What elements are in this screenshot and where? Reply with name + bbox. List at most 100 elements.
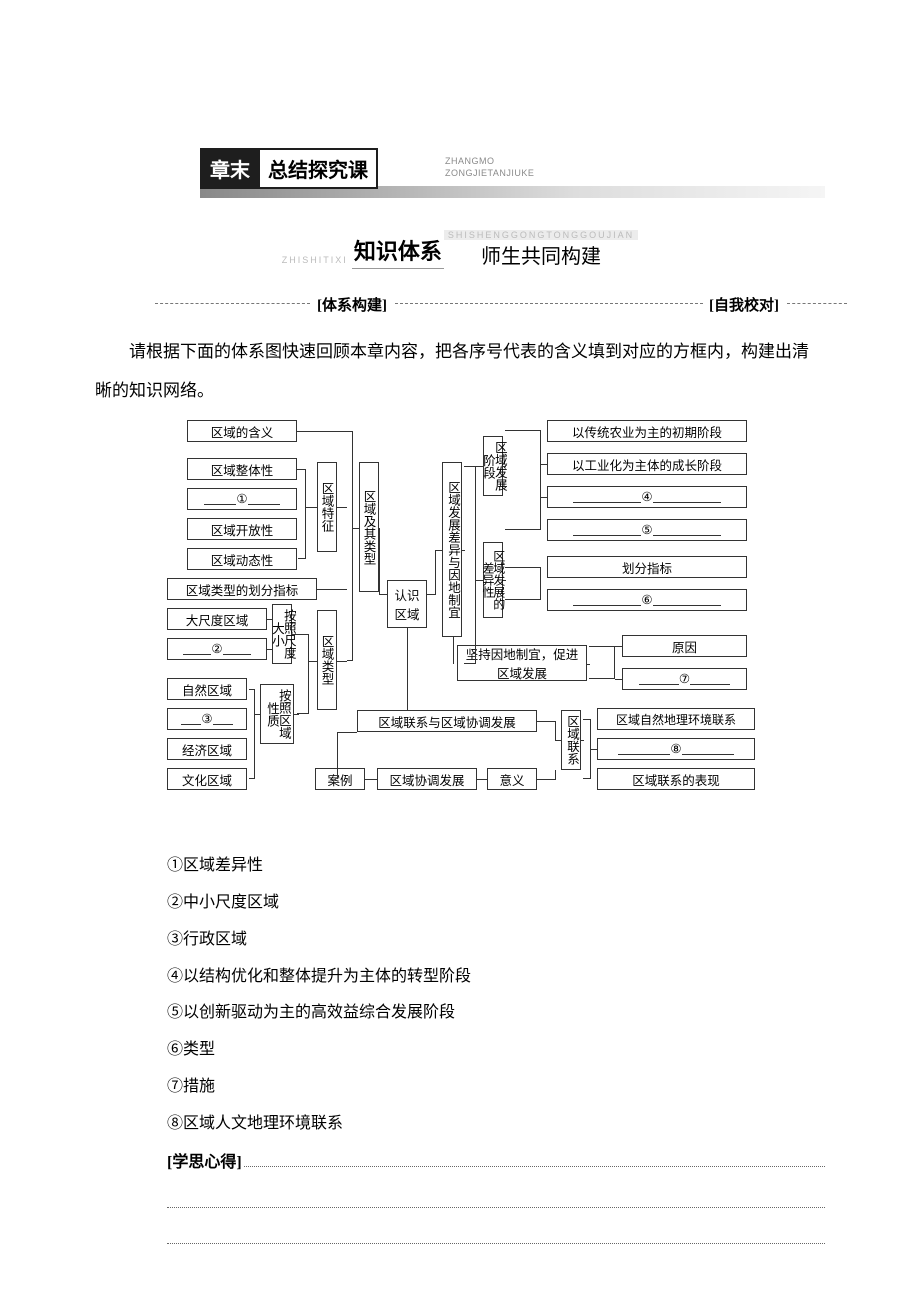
node: 区域动态性 [187,548,297,570]
vnode: 区域类型 [317,610,337,710]
bracket [583,719,591,779]
node: 意义 [487,768,537,790]
txt: ⑥ [641,592,652,608]
line [503,466,506,467]
bracket [589,646,615,679]
line [337,732,357,733]
line [476,580,483,581]
line [337,732,338,779]
line [337,661,347,662]
dashed-row: [体系构建] [自我校对] [95,294,825,312]
answer-item: ⑧区域人文地理环境联系 [167,1106,825,1143]
vnode: 区域发展差异与因地制宜 [442,462,462,637]
line [615,646,622,647]
txt: ⑦ [679,671,690,687]
line [427,594,435,595]
pinyin-line: ZONGJIETANJIUKE [445,168,534,180]
node: ④ [547,486,747,508]
txt: ⑧ [670,741,681,757]
node: 案例 [315,768,365,790]
node: ⑧ [597,738,755,760]
bracket [347,431,353,661]
notes-first-line: [学思心得] [167,1147,825,1172]
line [309,661,317,662]
pinyin-line: ZHANGMO [445,156,534,168]
bracket [297,634,309,714]
line [353,528,359,529]
bracket [249,689,255,779]
txt: ⑤ [641,522,652,538]
vnode: 区域特征 [317,462,337,552]
vnode: 区域及其类型 [359,462,379,592]
vnode: 按照尺度大小 [272,604,292,664]
notes-title: [学思心得] [167,1148,242,1172]
line [462,550,465,551]
line [337,507,347,508]
answer-item: ②中小尺度区域 [167,885,825,922]
st-right-pinyin: SHISHENGGONGTONGGOUJIAN [444,230,638,240]
node: 区域开放性 [187,518,297,540]
notes-line [244,1147,825,1167]
answer-item: ③行政区域 [167,922,825,959]
answer-item: ④以结构优化和整体提升为主体的转型阶段 [167,959,825,996]
st-right-wrap: SHISHENGGONGTONGGOUJIAN 师生共同构建 [444,230,638,269]
st-left: 知识体系 [352,234,444,269]
line [267,649,272,650]
line [541,497,547,498]
line [555,740,561,741]
section-title: ZHISHITIXI 知识体系 SHISHENGGONGTONGGOUJIAN … [95,230,825,269]
vnode: 区域联系 [561,710,581,770]
line [591,749,597,750]
txt: ③ [201,711,212,727]
line [477,779,487,780]
vnode: 按照区域性质 [260,684,294,744]
line [587,664,590,665]
center-node: 认识区域 [387,580,427,628]
txt: ④ [641,489,652,505]
node: 坚持因地制宜，促进区域发展 [457,645,587,681]
badge-white: 总结探究课 [260,148,378,189]
node: 以传统农业为主的初期阶段 [547,420,747,442]
txt: ② [211,641,222,657]
node: 区域联系的表现 [597,768,755,790]
node: 经济区域 [167,738,247,760]
dashed-line [155,303,310,304]
node: ⑦ [622,668,747,690]
node: 区域自然地理环境联系 [597,708,755,730]
line [255,714,260,715]
node: ③ [167,708,247,730]
label-left: [体系构建] [313,294,391,315]
bracket [505,430,541,530]
node: ② [167,638,267,660]
node: ① [187,488,297,510]
st-right: 师生共同构建 [477,240,605,269]
vnode: 区域发展阶段 [483,436,503,496]
vnode: 区域发展的差异性 [483,542,503,618]
answer-item: ⑦措施 [167,1069,825,1106]
line [537,779,555,780]
notes-line [167,1208,825,1244]
node: 大尺度区域 [167,608,267,630]
dashed-line [787,303,847,304]
notes-line [167,1172,825,1208]
dashed-line [395,303,703,304]
line [365,779,377,780]
line [407,628,408,710]
line [435,550,442,551]
line [615,679,622,680]
node: 原因 [622,635,747,657]
chapter-header: 章末 总结探究课 ZHANGMO ZONGJIETANJIUKE [200,150,825,200]
line [555,721,556,740]
line [453,637,454,664]
node: 以工业化为主体的成长阶段 [547,453,747,475]
concept-diagram: 区域的含义 区域整体性 ① 区域开放性 区域动态性 区域类型的划分指标 大尺度区… [167,420,757,840]
line [476,466,483,467]
node: 区域联系与区域协调发展 [357,710,537,732]
line [317,589,347,590]
instruction-text: 请根据下面的体系图快速回顾本章内容，把各序号代表的含义填到对应的方框内，构建出清… [95,332,825,410]
label-right: [自我校对] [705,294,783,315]
node: 划分指标 [547,556,747,578]
line [379,594,387,595]
line [267,619,272,620]
line [306,507,317,508]
